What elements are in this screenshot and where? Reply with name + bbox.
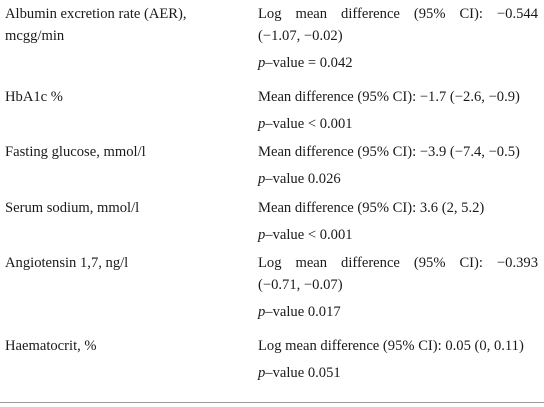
row-result-fasting-glucose: Mean difference (95% CI): −3.9 (−7.4, −0… bbox=[258, 141, 538, 190]
row-label-serum-sodium: Serum sodium, mmol/l bbox=[5, 197, 241, 219]
row-label-line: mcgg/min bbox=[5, 28, 65, 44]
p-value: p–value < 0.001 bbox=[258, 224, 538, 246]
row-result-serum-sodium: Mean difference (95% CI): 3.6 (2, 5.2) p… bbox=[258, 197, 538, 246]
p-value-text: –value = 0.042 bbox=[265, 55, 353, 71]
result-line: Mean difference (95% CI): −1.7 (−2.6, −0… bbox=[258, 89, 520, 105]
row-label-line: Albumin excretion rate (AER), bbox=[5, 6, 187, 22]
result-line: (−1.07, −0.02) bbox=[258, 28, 343, 44]
row-label-angiotensin: Angiotensin 1,7, ng/l bbox=[5, 252, 241, 274]
row-label-line: Angiotensin 1,7, ng/l bbox=[5, 255, 129, 271]
table-bottom-rule bbox=[0, 402, 544, 403]
result-line: (−0.71, −0.07) bbox=[258, 277, 343, 293]
p-value-text: –value 0.017 bbox=[265, 304, 341, 320]
p-symbol: p bbox=[258, 304, 266, 320]
row-label-line: Fasting glucose, mmol/l bbox=[5, 144, 146, 160]
p-value-text: –value 0.051 bbox=[265, 365, 341, 381]
row-label-hba1c: HbA1c % bbox=[5, 86, 241, 108]
result-line: Mean difference (95% CI): 3.6 (2, 5.2) bbox=[258, 200, 485, 216]
p-value: p–value 0.017 bbox=[258, 301, 538, 323]
result-line: Mean difference (95% CI): −3.9 (−7.4, −0… bbox=[258, 144, 520, 160]
row-label-aer: Albumin excretion rate (AER), mcgg/min bbox=[5, 3, 241, 47]
row-result-haematocrit: Log mean difference (95% CI): 0.05 (0, 0… bbox=[258, 335, 538, 384]
p-value-text: –value < 0.001 bbox=[265, 116, 353, 132]
result-line: Log mean difference (95% CI): 0.05 (0, 0… bbox=[258, 338, 524, 354]
result-line: Log mean difference (95% CI): −0.544 bbox=[258, 6, 538, 22]
p-symbol: p bbox=[258, 227, 266, 243]
row-label-line: Serum sodium, mmol/l bbox=[5, 200, 140, 216]
p-symbol: p bbox=[258, 171, 266, 187]
p-value-text: –value 0.026 bbox=[265, 171, 341, 187]
p-symbol: p bbox=[258, 116, 266, 132]
row-label-haematocrit: Haematocrit, % bbox=[5, 335, 241, 357]
p-value: p–value = 0.042 bbox=[258, 52, 538, 74]
p-value-text: –value < 0.001 bbox=[265, 227, 353, 243]
p-symbol: p bbox=[258, 365, 266, 381]
p-value: p–value 0.026 bbox=[258, 168, 538, 190]
row-label-line: HbA1c % bbox=[5, 89, 63, 105]
result-line: Log mean difference (95% CI): −0.393 bbox=[258, 255, 538, 271]
p-value: p–value < 0.001 bbox=[258, 113, 538, 135]
p-value: p–value 0.051 bbox=[258, 362, 538, 384]
p-symbol: p bbox=[258, 55, 266, 71]
row-label-line: Haematocrit, % bbox=[5, 338, 97, 354]
row-result-angiotensin: Log mean difference (95% CI): −0.393 (−0… bbox=[258, 252, 538, 323]
row-label-fasting-glucose: Fasting glucose, mmol/l bbox=[5, 141, 241, 163]
row-result-aer: Log mean difference (95% CI): −0.544 (−1… bbox=[258, 3, 538, 74]
row-result-hba1c: Mean difference (95% CI): −1.7 (−2.6, −0… bbox=[258, 86, 538, 135]
